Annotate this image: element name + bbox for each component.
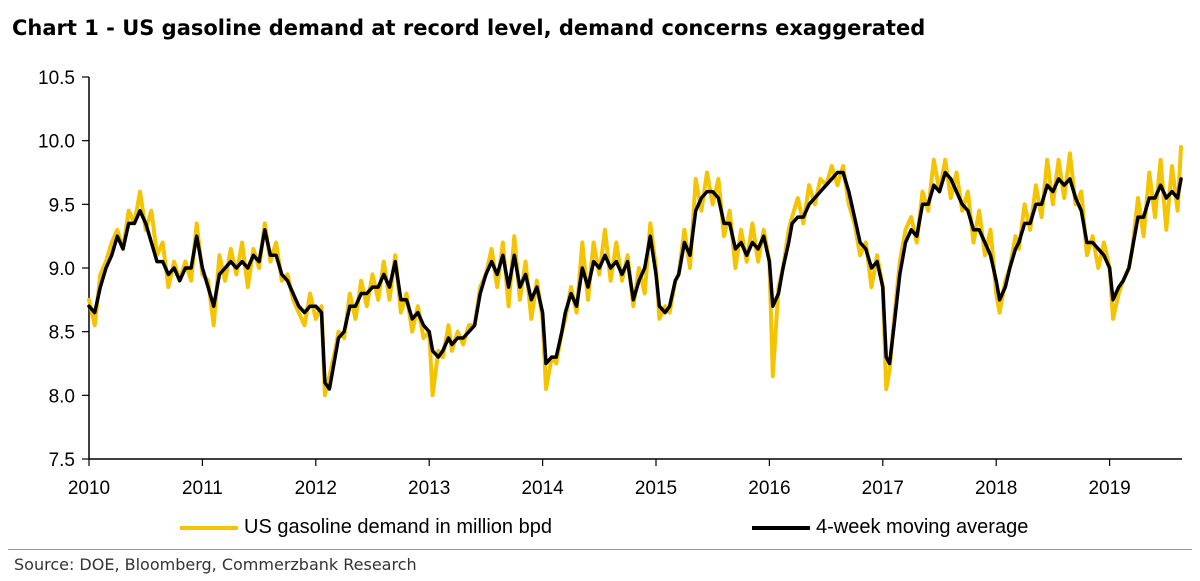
legend-item-average: 4-week moving average [752,516,1028,539]
x-tick-label: 2016 [748,478,790,499]
x-tick-label: 2012 [295,478,337,499]
series-line-demand [87,145,1183,398]
x-tick-label: 2017 [862,478,904,499]
source-divider [8,549,1192,550]
series-line-moving-average [87,170,1183,391]
y-tick-label: 10.5 [38,68,75,89]
legend-label-average: 4-week moving average [816,516,1029,538]
y-tick-label: 8.5 [49,323,75,344]
source-note: Source: DOE, Bloomberg, Commerzbank Rese… [14,555,417,574]
y-tick-label: 7.5 [49,450,75,471]
y-tick-label: 8.0 [49,386,75,407]
x-tick-label: 2010 [68,478,110,499]
legend-swatch-average [752,525,810,530]
x-tick-label: 2013 [408,478,450,499]
x-tick-label: 2014 [521,478,564,499]
y-tick-label: 9.0 [49,259,75,280]
chart-title: Chart 1 - US gasoline demand at record l… [12,16,926,40]
x-tick-label: 2015 [635,478,677,499]
chart-plot: 7.5 8.0 8.5 9.0 9.5 10.0 10.5 2010 2011 2012 2013 2… [38,68,1183,499]
x-tick-label: 2011 [182,478,223,499]
y-tick-label: 9.5 [49,195,75,216]
x-tick-label: 2019 [1088,478,1130,499]
x-tick-label: 2018 [975,478,1017,499]
y-tick-label: 10.0 [38,132,75,153]
legend-item-demand: US gasoline demand in million bpd [180,516,552,539]
legend-label-demand: US gasoline demand in million bpd [244,516,552,538]
legend-swatch-demand [180,525,238,530]
